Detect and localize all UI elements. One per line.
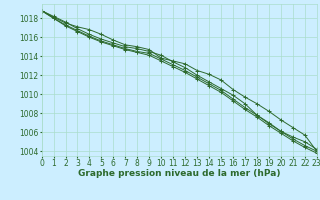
X-axis label: Graphe pression niveau de la mer (hPa): Graphe pression niveau de la mer (hPa)	[78, 169, 280, 178]
